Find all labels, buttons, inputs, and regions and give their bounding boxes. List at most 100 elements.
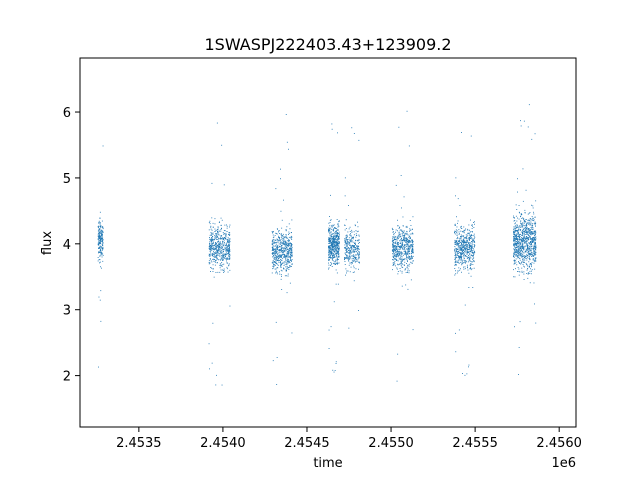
data-point	[535, 246, 537, 248]
data-point	[356, 258, 357, 260]
data-point	[330, 326, 332, 328]
data-point	[337, 283, 339, 285]
data-point	[338, 231, 340, 233]
data-point	[291, 249, 293, 251]
data-point	[521, 247, 523, 249]
data-point	[278, 238, 280, 239]
data-point	[101, 241, 103, 243]
data-point	[514, 237, 515, 239]
data-point	[333, 235, 334, 237]
data-point	[463, 240, 464, 242]
data-point	[517, 178, 518, 180]
data-point	[331, 236, 333, 238]
data-point	[102, 238, 103, 240]
data-point	[522, 224, 524, 226]
data-point	[398, 231, 400, 233]
data-point	[526, 249, 528, 251]
data-point	[220, 217, 222, 219]
data-point	[533, 247, 535, 249]
data-point	[100, 250, 101, 252]
data-point	[281, 259, 282, 261]
data-point	[214, 228, 216, 230]
data-point	[273, 240, 275, 242]
data-point	[395, 254, 397, 256]
data-point	[523, 219, 524, 221]
data-point	[459, 237, 461, 239]
data-point	[517, 242, 519, 244]
data-point	[531, 252, 533, 254]
data-point	[395, 256, 397, 258]
data-point	[214, 231, 216, 232]
data-point	[527, 234, 529, 235]
data-point	[282, 242, 284, 244]
data-point	[347, 252, 349, 254]
data-point	[518, 238, 520, 240]
data-point	[513, 233, 515, 235]
data-point	[276, 273, 278, 275]
data-point	[215, 235, 217, 237]
data-point	[276, 256, 278, 258]
data-point	[460, 256, 462, 258]
data-point	[534, 230, 536, 232]
data-point	[222, 238, 224, 240]
data-point	[528, 223, 530, 225]
data-point	[516, 236, 518, 238]
data-point	[288, 250, 290, 252]
data-point	[461, 271, 462, 273]
data-point	[403, 239, 405, 241]
data-point	[288, 236, 290, 238]
data-point	[454, 225, 456, 226]
data-point	[275, 252, 277, 254]
data-point	[529, 259, 531, 261]
data-point	[407, 268, 409, 270]
data-point	[227, 245, 229, 247]
data-point	[102, 242, 104, 244]
data-point	[211, 245, 213, 247]
data-point	[291, 264, 293, 265]
data-point	[212, 264, 214, 266]
data-point	[229, 305, 231, 307]
data-point	[348, 256, 350, 258]
data-point	[336, 250, 338, 251]
data-point	[528, 228, 530, 229]
data-point	[459, 248, 461, 250]
data-point	[460, 249, 462, 250]
data-point	[460, 234, 462, 236]
data-point	[533, 282, 535, 284]
data-point	[338, 238, 340, 240]
data-point	[533, 231, 535, 233]
data-point	[286, 244, 288, 246]
data-point	[409, 233, 411, 235]
data-point	[399, 258, 401, 260]
data-point	[280, 234, 282, 236]
data-point	[349, 241, 350, 243]
data-point	[470, 237, 471, 239]
data-point	[527, 213, 529, 215]
data-point	[529, 224, 531, 226]
data-point	[228, 238, 230, 240]
data-point	[330, 252, 332, 254]
data-point	[534, 241, 536, 243]
data-point	[513, 227, 515, 229]
data-point	[403, 264, 405, 266]
data-point	[514, 234, 516, 236]
data-point	[354, 241, 356, 243]
data-point	[284, 257, 286, 259]
data-point	[353, 133, 355, 134]
data-point	[209, 237, 210, 238]
data-point	[210, 228, 212, 230]
data-point	[337, 232, 338, 233]
data-point	[410, 238, 411, 239]
data-point	[272, 252, 274, 253]
data-point	[407, 248, 409, 250]
data-point	[457, 246, 459, 248]
data-point	[469, 258, 470, 259]
data-point	[472, 248, 474, 250]
data-point	[345, 228, 347, 229]
data-point	[393, 240, 394, 241]
data-point	[513, 236, 515, 237]
data-point	[398, 258, 400, 260]
data-point	[517, 249, 519, 251]
data-point	[331, 243, 333, 244]
